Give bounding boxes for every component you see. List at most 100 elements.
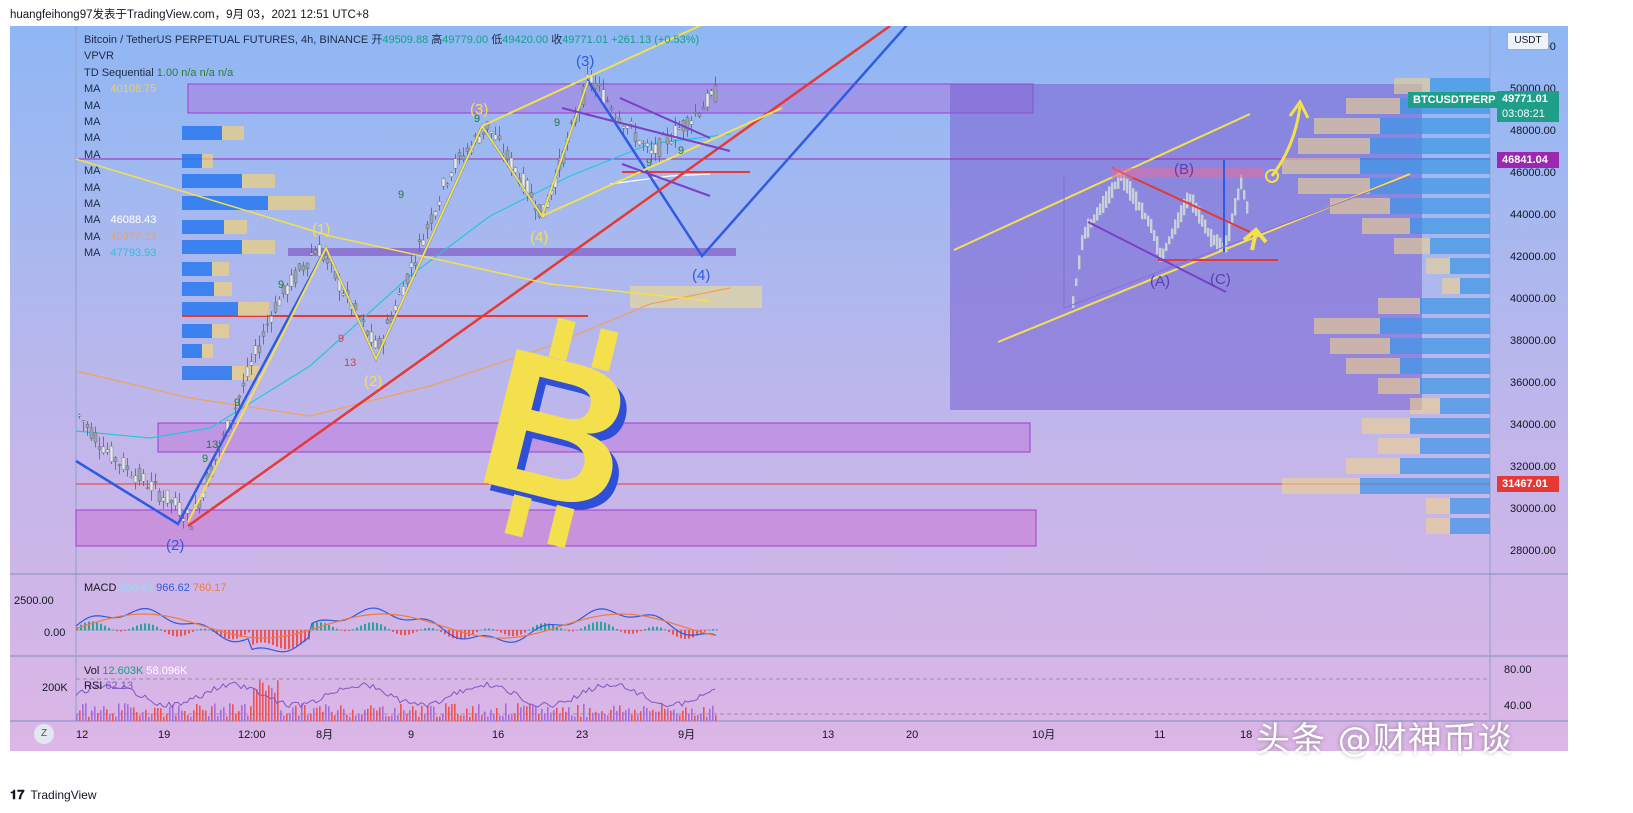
candle <box>365 330 370 336</box>
volume-bar <box>325 704 327 721</box>
vpvr-bar <box>1420 298 1490 314</box>
volume-bar <box>703 707 705 721</box>
inset-candle <box>1210 229 1213 247</box>
td-count: 9 <box>646 157 652 169</box>
inset-candle <box>1102 195 1105 214</box>
volume-bar <box>463 715 465 721</box>
vpvr-bar <box>182 154 202 168</box>
td-count: 9 <box>234 397 240 409</box>
ma-legend-row[interactable]: MA <box>84 98 699 114</box>
ma-legend-row[interactable]: MA 46088.43 <box>84 212 699 228</box>
macd-hist-bar <box>224 630 226 638</box>
ma-legend-row[interactable]: MA <box>84 163 699 179</box>
time-tick: 9月 <box>678 729 695 741</box>
candle <box>157 491 162 502</box>
vpvr-bar <box>1400 458 1490 474</box>
level-price-tag: 46841.04 <box>1497 152 1559 168</box>
macd-hist-bar <box>520 630 522 635</box>
volume-bar <box>694 715 696 721</box>
macd-hist-bar <box>132 627 134 631</box>
volume-bar <box>235 713 237 721</box>
inset-candle <box>1117 172 1120 189</box>
volume-bar <box>355 715 357 721</box>
inset-candle <box>1219 237 1222 252</box>
candle <box>393 305 398 311</box>
zoom-reset-button[interactable]: Z <box>34 724 54 744</box>
vol-label[interactable]: Vol <box>84 665 100 677</box>
candle <box>149 481 154 491</box>
rsi-tick: 80.00 <box>1504 664 1532 676</box>
volume-bar <box>634 709 636 721</box>
chart-header-title: huangfeihong97发表于TradingView.com，9月 03，2… <box>10 9 369 21</box>
ma-legend-row[interactable]: MA 47793.93 <box>84 245 699 261</box>
macd-hist-bar <box>216 630 218 634</box>
volume-bar <box>286 713 288 721</box>
volume-bar <box>187 715 189 721</box>
rsi-label[interactable]: RSI <box>84 680 103 692</box>
macd-hist-bar <box>612 626 614 631</box>
volume-bar <box>571 715 573 721</box>
candle <box>93 432 98 443</box>
volume-bar <box>691 708 693 721</box>
ma-legend-row[interactable]: MA <box>84 180 699 196</box>
indicator-vpvr[interactable]: VPVR <box>84 50 114 63</box>
candle <box>181 518 186 522</box>
candle <box>325 258 330 264</box>
volume-bar <box>373 707 375 721</box>
vpvr-bar <box>1420 438 1490 454</box>
macd-hist-bar <box>264 630 266 643</box>
candle <box>153 481 158 483</box>
ma-label: MA <box>84 165 101 178</box>
ma-legend-row[interactable]: MA <box>84 130 699 146</box>
footer-brand[interactable]: TradingView <box>30 788 97 802</box>
macd-hist-bar <box>508 630 510 636</box>
candle <box>85 423 90 428</box>
purple-flag-bottom <box>621 163 711 197</box>
volume-bar <box>247 715 249 721</box>
ma-legend-row[interactable]: MA 40108.75 <box>84 81 699 97</box>
volume-bar <box>271 687 273 721</box>
price-tick: 38000.00 <box>1510 335 1556 347</box>
inset-candle <box>1141 202 1144 220</box>
volume-bar <box>466 708 468 721</box>
ma-legend-row[interactable]: MA 40977.23 <box>84 229 699 245</box>
macd-hist-bar <box>344 630 346 632</box>
macd-label[interactable]: MACD <box>84 582 117 594</box>
volume-bar <box>268 685 270 721</box>
ma-legend-row[interactable]: MA <box>84 114 699 130</box>
macd-hist-bar <box>472 630 474 635</box>
chart-area[interactable]: B B (2) (1) (2) (3) (4) (3) (4) (A) (B) … <box>10 26 1568 751</box>
vpvr-bar <box>1394 238 1430 254</box>
ma-legend-row[interactable]: MA <box>84 147 699 163</box>
tradingview-logo-icon[interactable]: 𝟏𝟕 <box>10 787 25 802</box>
macd-hist-bar <box>120 630 122 632</box>
macd-hist-bar <box>364 623 366 631</box>
inset-candle <box>1225 235 1228 253</box>
volume-bar <box>109 713 111 721</box>
volume-bar <box>346 714 348 721</box>
vpvr-bar <box>1298 138 1370 154</box>
time-tick: 8月 <box>316 729 333 741</box>
ma-legend-row[interactable]: MA <box>84 196 699 212</box>
macd-hist-bar <box>300 630 302 645</box>
volume-bar <box>88 716 90 721</box>
macd-hist-bar <box>164 630 166 633</box>
macd-hist-bar <box>152 624 154 631</box>
macd-hist-bar <box>200 628 202 631</box>
yellow-up-arrow-icon <box>1242 227 1268 251</box>
mid-zone <box>157 422 1031 453</box>
chart-canvas[interactable]: B B (2) (1) (2) (3) (4) (3) (4) (A) (B) … <box>10 26 1568 751</box>
macd-hist-bar <box>372 622 374 631</box>
volume-bar <box>433 706 435 721</box>
currency-badge[interactable]: USDT <box>1507 32 1549 50</box>
volume-bar <box>469 716 471 721</box>
inset-candle <box>1216 234 1219 251</box>
candle <box>477 136 482 144</box>
volume-bar <box>427 706 429 721</box>
td-label[interactable]: TD Sequential <box>84 66 154 79</box>
time-tick: 12 <box>76 729 88 741</box>
ma-rows: MA 40108.75 MA MA MA MA MA MA MA MA 46088.43 MA 4097… <box>84 81 699 261</box>
volume-bar <box>457 714 459 721</box>
macd-hist-bar <box>560 628 562 631</box>
candle <box>309 252 314 256</box>
